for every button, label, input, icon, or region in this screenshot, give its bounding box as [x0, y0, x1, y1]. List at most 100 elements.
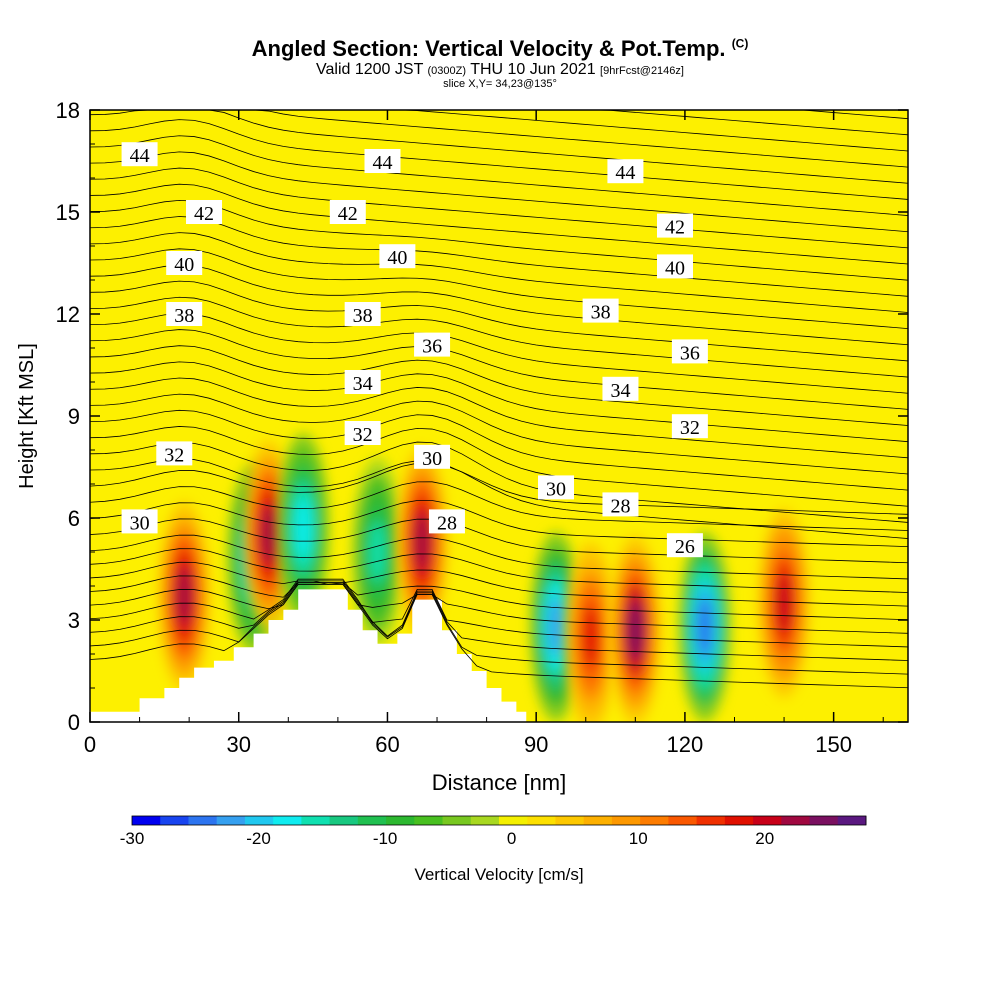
- isentrope-line: [90, 462, 908, 515]
- colorbar-swatch: [160, 816, 189, 825]
- chart-title: Angled Section: Vertical Velocity & Pot.…: [0, 36, 1000, 62]
- theta-label: 36: [671, 339, 708, 364]
- theta-label: 34: [602, 376, 639, 402]
- theta-label-text: 42: [194, 203, 214, 225]
- isentrope-line: [90, 580, 908, 661]
- colorbar-swatch: [132, 816, 161, 825]
- theta-label: 32: [671, 414, 708, 439]
- x-tick-label: 30: [226, 732, 250, 757]
- velocity-cell-updraft: [609, 535, 662, 722]
- isentrope-line: [90, 110, 908, 184]
- theta-label-text: 38: [353, 305, 373, 327]
- theta-label: 36: [414, 332, 451, 358]
- theta-label: 32: [156, 441, 193, 466]
- theta-label: 38: [166, 302, 203, 327]
- colorbar-swatch: [386, 816, 415, 825]
- velocity-cell-downdraft: [351, 457, 404, 647]
- theta-label-box: [414, 444, 451, 469]
- theta-label-box: [538, 475, 575, 500]
- theta-label-text: 42: [338, 203, 358, 225]
- colorbar-tick-label: 10: [629, 829, 648, 848]
- theta-label-text: 42: [665, 217, 685, 239]
- y-tick-label: 0: [68, 710, 80, 735]
- y-tick-label: 6: [68, 506, 80, 531]
- theta-label: 30: [414, 444, 451, 470]
- isentrope-line: [90, 582, 908, 675]
- theta-label-text: 28: [610, 495, 630, 517]
- theta-label-box: [121, 509, 158, 534]
- velocity-band: [627, 599, 644, 661]
- theta-label-box: [166, 251, 203, 275]
- isentrope-line: [90, 583, 908, 689]
- valid-prefix: Valid 1200 JST: [316, 61, 424, 78]
- theta-label-box: [121, 142, 158, 167]
- theta-label-box: [607, 159, 644, 184]
- velocity-band: [369, 521, 386, 583]
- theta-label-text: 44: [130, 145, 150, 167]
- isentrope-line: [90, 199, 908, 281]
- theta-label-text: 44: [372, 152, 392, 174]
- theta-label: 40: [166, 251, 203, 276]
- colorbar-label: Vertical Velocity [cm/s]: [414, 865, 583, 884]
- valid-date: THU 10 Jun 2021: [470, 61, 596, 78]
- colorbar-tick-label: -20: [246, 829, 271, 848]
- theta-label: 38: [344, 302, 381, 327]
- theta-label: 26: [666, 533, 703, 558]
- colorbar-swatch: [499, 816, 528, 825]
- isentrope-line: [90, 151, 908, 233]
- isentrope-line: [90, 232, 908, 313]
- theta-label: 28: [428, 509, 465, 534]
- theta-label-box: [656, 213, 693, 238]
- theta-label-text: 28: [437, 512, 457, 534]
- terrain-profile: [90, 589, 527, 722]
- isentrope-line: [90, 426, 908, 507]
- theta-label: 40: [379, 244, 416, 269]
- theta-label-box: [329, 200, 366, 224]
- colorbar-swatch: [640, 816, 669, 825]
- isentrope-line: [90, 481, 908, 531]
- theta-label-box: [602, 376, 639, 401]
- colorbar-swatch: [583, 816, 613, 825]
- theta-label-box: [666, 533, 703, 558]
- colorbar-tick-label: 20: [755, 829, 774, 848]
- theta-label: 40: [656, 254, 693, 279]
- isentrope-line: [90, 583, 908, 634]
- isentrope-line: [90, 345, 908, 426]
- theta-label-box: [344, 302, 381, 326]
- isentrope-line: [90, 548, 908, 593]
- colorbar-tick-label: -10: [373, 829, 398, 848]
- theta-label-text: 34: [353, 373, 373, 395]
- velocity-cell-updraft: [564, 542, 617, 722]
- theta-label-box: [156, 441, 193, 466]
- x-tick-label: 90: [524, 732, 548, 757]
- theta-label: 42: [329, 200, 366, 225]
- theta-label-text: 30: [422, 448, 442, 470]
- theta-label-box: [602, 492, 639, 517]
- colorbar-swatch: [216, 816, 246, 825]
- velocity-band: [260, 504, 277, 566]
- colorbar-swatch: [696, 816, 726, 825]
- theta-label-box: [364, 149, 401, 173]
- y-tick-label: 12: [56, 302, 80, 327]
- theta-label-text: 38: [591, 302, 611, 324]
- y-tick-label: 3: [68, 608, 80, 633]
- colorbar-frame: [131, 815, 867, 826]
- y-tick-label: 18: [56, 98, 80, 123]
- x-tick-label: 0: [84, 732, 96, 757]
- terrain-fill: [90, 589, 527, 722]
- x-tick-label: 60: [375, 732, 399, 757]
- theta-label-text: 36: [422, 336, 442, 358]
- theta-label-text: 44: [615, 162, 635, 184]
- theta-label: 38: [582, 298, 619, 324]
- theta-label-text: 30: [130, 512, 150, 534]
- velocity-band: [582, 606, 600, 668]
- theta-label: 42: [656, 213, 693, 239]
- theta-label: 44: [364, 149, 401, 174]
- theta-labels: 44 44 44 42 42 42 40 40 40 38 38 38 36 36 34 34 32 32 32 30…: [121, 142, 708, 558]
- theta-label: 44: [121, 142, 158, 167]
- isentrope-line: [90, 183, 908, 265]
- theta-label-text: 34: [610, 380, 630, 402]
- colorbar-swatch: [414, 816, 444, 825]
- colorbar-swatch: [442, 816, 472, 825]
